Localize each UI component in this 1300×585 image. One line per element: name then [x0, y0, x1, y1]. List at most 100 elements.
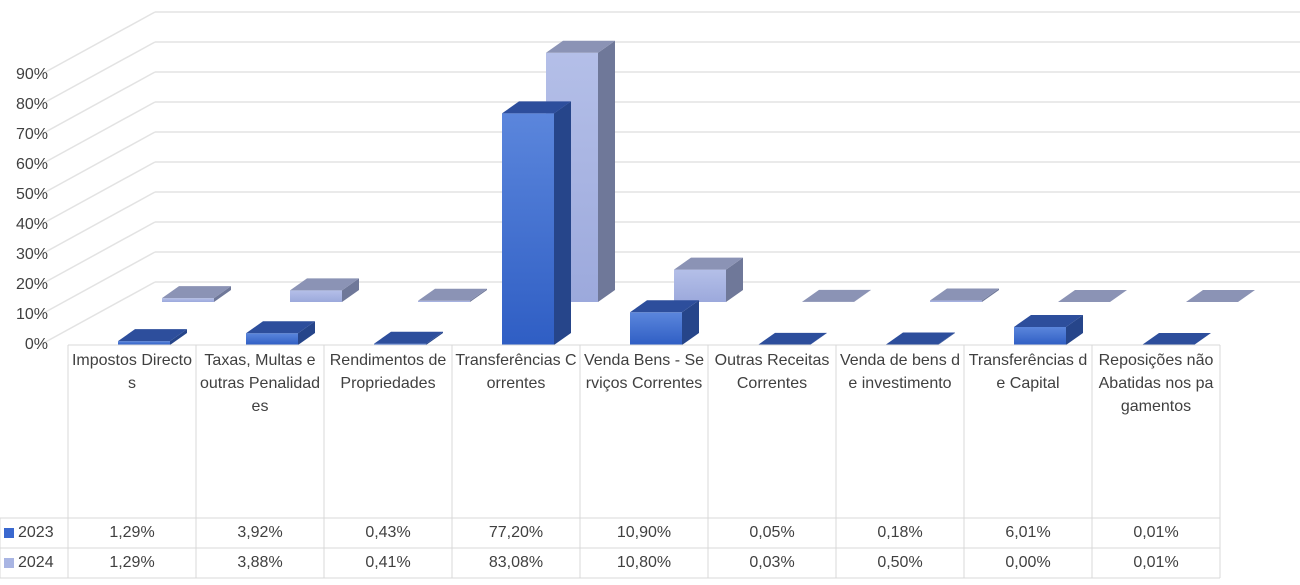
table-value: 0,05%	[749, 524, 794, 541]
category-cell: Venda Bens - Serviços Correntes	[584, 352, 704, 392]
bar-side	[598, 40, 615, 302]
y-tick-label: 10%	[16, 306, 48, 323]
y-tick-label: 80%	[16, 96, 48, 113]
category-label: Transferências de Capital	[968, 352, 1088, 392]
bar-top	[290, 278, 359, 291]
category-label: Outras Receitas Correntes	[714, 352, 830, 392]
category-label: Transferências Correntes	[455, 352, 577, 392]
legend-key	[4, 558, 14, 568]
bar	[1142, 332, 1211, 345]
grid-line	[39, 251, 1300, 316]
category-label: Rendimentos de Propriedades	[329, 352, 447, 392]
grid-line	[39, 71, 1300, 136]
grid-line	[39, 101, 1300, 166]
table-value: 0,01%	[1133, 554, 1178, 571]
bar-side	[726, 257, 743, 302]
grid-side	[39, 71, 156, 136]
bar-top	[1142, 332, 1211, 345]
bar-side	[554, 101, 571, 346]
bar-front	[930, 300, 982, 302]
bar-top	[758, 332, 827, 345]
y-tick-label: 70%	[16, 126, 48, 143]
y-tick-label: 0%	[25, 336, 48, 353]
category-cell: Impostos Directos	[71, 352, 193, 392]
bar-side	[682, 300, 699, 345]
bar	[630, 300, 699, 345]
grid-side	[39, 191, 156, 256]
bar-side	[342, 278, 359, 302]
bar-side	[810, 332, 827, 345]
bar	[118, 329, 187, 345]
bar-front	[162, 298, 214, 302]
grid-side	[39, 11, 156, 76]
table-value: 10,80%	[617, 554, 671, 571]
table-value: 0,18%	[877, 524, 922, 541]
category-cell: Transferências de Capital	[968, 352, 1088, 392]
table-value: 0,03%	[749, 554, 794, 571]
bar-front	[374, 343, 426, 345]
bar-side	[938, 332, 955, 345]
legend-label: 2024	[18, 554, 54, 571]
legend-key	[4, 528, 14, 538]
table-value: 77,20%	[489, 524, 543, 541]
y-tick-label: 40%	[16, 216, 48, 233]
table-value: 3,92%	[237, 524, 282, 541]
bar-top	[246, 321, 315, 334]
legend-label: 2023	[18, 524, 54, 541]
category-cell: Rendimentos de Propriedades	[329, 352, 447, 392]
bar-top	[162, 286, 231, 299]
bar	[502, 101, 571, 346]
category-label: Impostos Directos	[71, 352, 193, 392]
table-value: 3,88%	[237, 554, 282, 571]
table-value: 1,29%	[109, 524, 154, 541]
bar	[1186, 289, 1255, 302]
grid-line	[39, 221, 1300, 286]
y-tick-label: 90%	[16, 66, 48, 83]
category-cell: Taxas, Multas e outras Penalidades	[200, 352, 320, 415]
y-tick-label: 60%	[16, 156, 48, 173]
category-label: Reposições não Abatidas nos pagamentos	[1098, 352, 1214, 415]
category-cell: Venda de bens de investimento	[840, 352, 960, 392]
bar-top	[1186, 289, 1255, 302]
grid-side	[39, 131, 156, 196]
bar	[758, 332, 827, 345]
grid-line	[39, 11, 1300, 76]
bar-top	[418, 288, 487, 301]
category-cell: Outras Receitas Correntes	[714, 352, 830, 392]
bar	[418, 288, 487, 302]
bar-top	[546, 40, 615, 53]
grid-side	[39, 221, 156, 286]
grid-side	[39, 161, 156, 226]
bar-top	[1014, 314, 1083, 327]
bar-side	[1238, 289, 1255, 302]
bar-side	[470, 288, 487, 302]
bar-side	[1194, 332, 1211, 345]
bar	[374, 331, 443, 345]
bar-front	[290, 290, 342, 302]
grid-line	[39, 191, 1300, 256]
category-cell: Transferências Correntes	[455, 352, 577, 392]
table-value: 83,08%	[489, 554, 543, 571]
bar-front	[674, 269, 726, 302]
bar-side	[170, 329, 187, 345]
y-tick-label: 20%	[16, 276, 48, 293]
bar	[930, 288, 999, 302]
bar-front	[630, 312, 682, 345]
table-value: 0,43%	[365, 524, 410, 541]
table-value: 0,01%	[1133, 524, 1178, 541]
y-tick-label: 50%	[16, 186, 48, 203]
grid-side	[39, 251, 156, 316]
bar-top	[630, 300, 699, 313]
table-value: 10,90%	[617, 524, 671, 541]
grid-line	[39, 41, 1300, 106]
bar-front	[1014, 326, 1066, 345]
table-value: 0,41%	[365, 554, 410, 571]
bar-side	[854, 289, 871, 302]
bar-front	[502, 113, 554, 346]
bar-front	[118, 341, 170, 345]
bar	[1058, 290, 1127, 302]
bar	[802, 289, 871, 302]
bar-top	[802, 289, 871, 302]
bar	[246, 321, 315, 345]
